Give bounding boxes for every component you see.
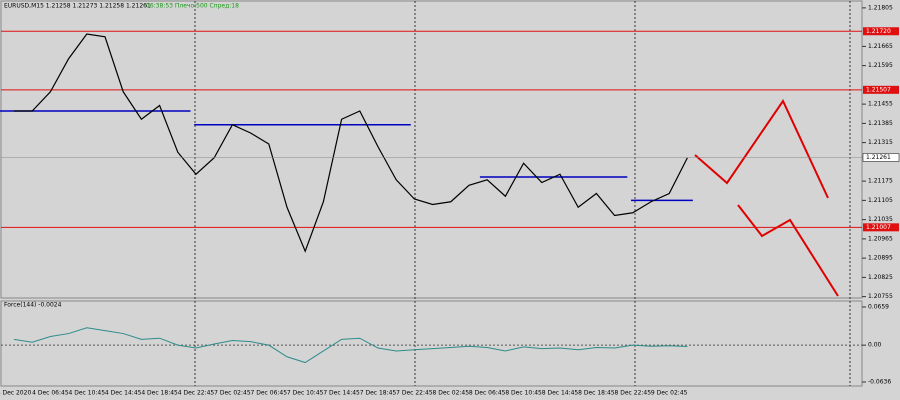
x-tick-label: 7 Dec 06:45: [251, 390, 288, 397]
chart-title: EURUSD,M15 1.21258 1.21273 1.21258 1.212…: [4, 3, 151, 10]
x-tick-label: 9 Dec 02:45: [651, 390, 688, 397]
x-tick-label: 4 Dec 22:45: [178, 390, 215, 397]
y-tick-label: 0.0659: [868, 303, 889, 310]
x-tick-label: 8 Dec 18:45: [578, 390, 615, 397]
y-tick-label: 1.21595: [868, 62, 893, 69]
price-pane: [0, 0, 863, 299]
forecast-down: [737, 204, 839, 297]
x-tick-label: 8 Dec 14:45: [542, 390, 579, 397]
y-tick-label: 1.21175: [868, 178, 893, 185]
y-tick-label: 1.21105: [868, 197, 893, 204]
y-tick-label: 1.21665: [868, 43, 893, 50]
y-tick-label: 1.20755: [868, 293, 893, 300]
x-tick-label: 8 Dec 22:45: [615, 390, 652, 397]
x-tick-label: 7 Dec 02:45: [214, 390, 251, 397]
x-tick-label: 4 Dec 2020: [0, 390, 31, 397]
level-box: [863, 223, 899, 232]
x-tick-label: 7 Dec 14:45: [323, 390, 360, 397]
series-line: [13, 327, 688, 364]
y-tick-label: 1.20965: [868, 235, 893, 242]
y-tick-label: 1.21805: [868, 4, 893, 11]
y-tick-label: 1.20825: [868, 274, 893, 281]
y-tick-label: 1.21315: [868, 139, 893, 146]
y-tick-label: 1.21035: [868, 216, 893, 223]
level-label: 1.21720: [866, 28, 891, 35]
last-price-label: 1.21261: [866, 154, 891, 161]
y-tick-label: 1.21455: [868, 101, 893, 108]
y-tick-label: 1.20895: [868, 255, 893, 262]
y-tick-label: 0.00: [868, 342, 882, 349]
last-price-box: [862, 153, 900, 162]
x-tick-label: 7 Dec 10:45: [287, 390, 324, 397]
x-tick-label: 8 Dec 10:45: [505, 390, 542, 397]
x-tick-label: 4 Dec 10:45: [69, 390, 106, 397]
y-tick-label: -0.0636: [868, 378, 891, 385]
x-tick-label: 8 Dec 06:45: [469, 390, 506, 397]
level-box: [863, 27, 899, 36]
chart-subtitle: 06:38:53 Плечо:500 Спред:18: [146, 3, 239, 10]
x-tick-label: 4 Dec 18:45: [141, 390, 178, 397]
forecast-up: [694, 98, 829, 199]
x-tick-label: 4 Dec 06:45: [32, 390, 69, 397]
indicator-pane: [0, 300, 863, 387]
level-label: 1.21007: [866, 224, 891, 231]
x-tick-label: 4 Dec 14:45: [105, 390, 142, 397]
x-tick-label: 8 Dec 02:45: [433, 390, 470, 397]
y-tick-label: 1.21385: [868, 120, 893, 127]
level-box: [863, 85, 899, 94]
forecast-arrows: [694, 98, 839, 297]
series-line: [14, 33, 688, 253]
indicator-title: Force(144) -0.0024: [4, 302, 62, 309]
level-label: 1.21507: [866, 86, 891, 93]
x-tick-label: 7 Dec 18:45: [360, 390, 397, 397]
x-tick-label: 7 Dec 22:45: [396, 390, 433, 397]
day-separators: [194, 1, 851, 386]
